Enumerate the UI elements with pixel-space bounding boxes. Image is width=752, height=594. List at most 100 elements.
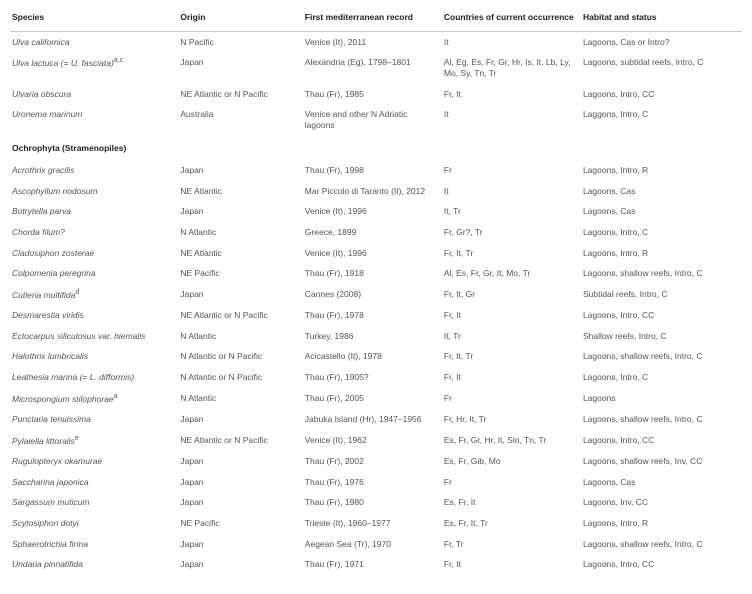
cell-first-record: Thau (Fr), 1905? (303, 367, 442, 388)
cell-origin: Japan (178, 409, 302, 430)
cell-species: Punctaria tenuissima (10, 409, 178, 430)
table-row: Ulvaria obscuraNE Atlantic or N PacificT… (10, 84, 742, 105)
table-row: Ascophyllum nodosumNE AtlanticMar Piccol… (10, 181, 742, 202)
table-row: Ulva californicaN PacificVenice (It), 20… (10, 31, 742, 52)
table-row: Botrytella parvaJapanVenice (It), 1996It… (10, 201, 742, 222)
cell-species: Chorda filum? (10, 222, 178, 243)
cell-origin: Japan (178, 160, 302, 181)
table-row: Halothrix lumbricalisN Atlantic or N Pac… (10, 346, 742, 367)
table-row: Desmarestia viridisNE Atlantic or N Paci… (10, 305, 742, 326)
cell-species: Microspongium stilophoraea (10, 388, 178, 409)
cell-countries: Es, Fr, Gr, Hr, It, Slo, Tn, Tr (442, 430, 581, 451)
cell-origin: N Atlantic or N Pacific (178, 346, 302, 367)
table-row: Pylaiella littoraliseNE Atlantic or N Pa… (10, 430, 742, 451)
section-header-row: Ochrophyta (Stramenopiles) (10, 135, 742, 160)
cell-countries: Es, Fr, Gib, Mo (442, 451, 581, 472)
cell-first-record: Thau (Fr), 1971 (303, 554, 442, 575)
cell-habitat: Shallow reefs, Intro, C (581, 326, 742, 347)
cell-first-record: Venice (It), 1962 (303, 430, 442, 451)
cell-habitat: Lagoons, Intro, CC (581, 554, 742, 575)
cell-species: Botrytella parva (10, 201, 178, 222)
cell-first-record: Thau (Fr), 1976 (303, 472, 442, 493)
cell-species: Ectocarpus siliculosus var. hiemalis (10, 326, 178, 347)
cell-species: Desmarestia viridis (10, 305, 178, 326)
superscript: a (114, 393, 118, 400)
cell-origin: N Atlantic or N Pacific (178, 367, 302, 388)
cell-countries: Fr, It, Gr (442, 284, 581, 305)
cell-species: Leathesia marina (= L. difformis) (10, 367, 178, 388)
cell-species: Pylaiella littoralise (10, 430, 178, 451)
table-row: Chorda filum?N AtlanticGreece, 1899Fr, G… (10, 222, 742, 243)
cell-habitat: Lagoons, shallow reefs, Inv, CC (581, 451, 742, 472)
cell-species: Sphaerotrichia firma (10, 534, 178, 555)
cell-origin: Japan (178, 201, 302, 222)
cell-first-record: Cannes (2008) (303, 284, 442, 305)
cell-habitat: Lagoons, shallow reefs, Intro, C (581, 263, 742, 284)
cell-origin: N Pacific (178, 31, 302, 52)
col-first-record: First mediterranean record (303, 8, 442, 31)
cell-countries: Fr, It (442, 554, 581, 575)
cell-habitat: Lagoons, Cas (581, 201, 742, 222)
table-row: Sargassum muticumJapanThau (Fr), 1980Es,… (10, 492, 742, 513)
cell-habitat: Lagoons, subtidal reefs, Intro, C (581, 52, 742, 83)
col-countries: Countries of current occurrence (442, 8, 581, 31)
superscript: d (75, 289, 79, 296)
cell-species: Sargassum muticum (10, 492, 178, 513)
cell-origin: Japan (178, 534, 302, 555)
cell-origin: Japan (178, 52, 302, 83)
superscript: a,c (114, 57, 123, 64)
cell-first-record: Thau (Fr), 1985 (303, 84, 442, 105)
cell-origin: Japan (178, 451, 302, 472)
cell-origin: NE Atlantic or N Pacific (178, 84, 302, 105)
cell-species: Rugulopteryx okamurae (10, 451, 178, 472)
cell-countries: Fr (442, 472, 581, 493)
cell-habitat: Lagoons, Intro, CC (581, 84, 742, 105)
cell-species: Cladosiphon zosterae (10, 243, 178, 264)
cell-origin: Australia (178, 104, 302, 135)
species-table: Species Origin First mediterranean recor… (10, 8, 742, 575)
cell-habitat: Lagoons, shallow reefs, Intro, C (581, 534, 742, 555)
cell-species: Saccharina japonica (10, 472, 178, 493)
cell-first-record: Jabuka Island (Hr), 1947–1956 (303, 409, 442, 430)
table-row: Microspongium stilophoraeaN AtlanticThau… (10, 388, 742, 409)
table-row: Cutleria multifidadJapanCannes (2008)Fr,… (10, 284, 742, 305)
cell-countries: It (442, 104, 581, 135)
table-row: Leathesia marina (= L. difformis)N Atlan… (10, 367, 742, 388)
cell-habitat: Lagoons, shallow reefs, Intro, C (581, 409, 742, 430)
table-row: Rugulopteryx okamuraeJapanThau (Fr), 200… (10, 451, 742, 472)
cell-species: Cutleria multifidad (10, 284, 178, 305)
cell-species: Ascophyllum nodosum (10, 181, 178, 202)
col-species: Species (10, 8, 178, 31)
cell-countries: Fr, It (442, 367, 581, 388)
header-row: Species Origin First mediterranean recor… (10, 8, 742, 31)
cell-species: Colpomenia peregrina (10, 263, 178, 284)
table-row: Uronema marinumAustraliaVenice and other… (10, 104, 742, 135)
table-row: Sphaerotrichia firmaJapanAegean Sea (Tr)… (10, 534, 742, 555)
cell-species: Uronema marinum (10, 104, 178, 135)
cell-species: Ulva californica (10, 31, 178, 52)
table-row: Punctaria tenuissimaJapanJabuka Island (… (10, 409, 742, 430)
col-habitat: Habitat and status (581, 8, 742, 31)
cell-countries: Fr, Gr?, Tr (442, 222, 581, 243)
cell-first-record: Mar Piccolo di Taranto (It), 2012 (303, 181, 442, 202)
cell-species: Undaria pinnatifida (10, 554, 178, 575)
cell-habitat: Lagoons, Intro, CC (581, 430, 742, 451)
col-origin: Origin (178, 8, 302, 31)
cell-countries: Fr (442, 388, 581, 409)
cell-countries: Al, Es, Fr, Gr, It, Mo, Tr (442, 263, 581, 284)
cell-species: Ulvaria obscura (10, 84, 178, 105)
cell-first-record: Aegean Sea (Tr), 1970 (303, 534, 442, 555)
cell-habitat: Subtidal reefs, Intro, C (581, 284, 742, 305)
cell-origin: Japan (178, 492, 302, 513)
cell-habitat: Lagoons, Intro, R (581, 160, 742, 181)
cell-countries: It (442, 31, 581, 52)
cell-habitat: Lagoons, Cas (581, 181, 742, 202)
cell-first-record: Venice (It), 2011 (303, 31, 442, 52)
cell-first-record: Alexandria (Eg), 1798–1801 (303, 52, 442, 83)
cell-species: Halothrix lumbricalis (10, 346, 178, 367)
cell-first-record: Thau (Fr), 1998 (303, 160, 442, 181)
cell-origin: N Atlantic (178, 222, 302, 243)
table-row: Scytosiphon dotyiNE PacificTrieste (It),… (10, 513, 742, 534)
cell-countries: It, Tr (442, 326, 581, 347)
cell-first-record: Trieste (It), 1960–1977 (303, 513, 442, 534)
